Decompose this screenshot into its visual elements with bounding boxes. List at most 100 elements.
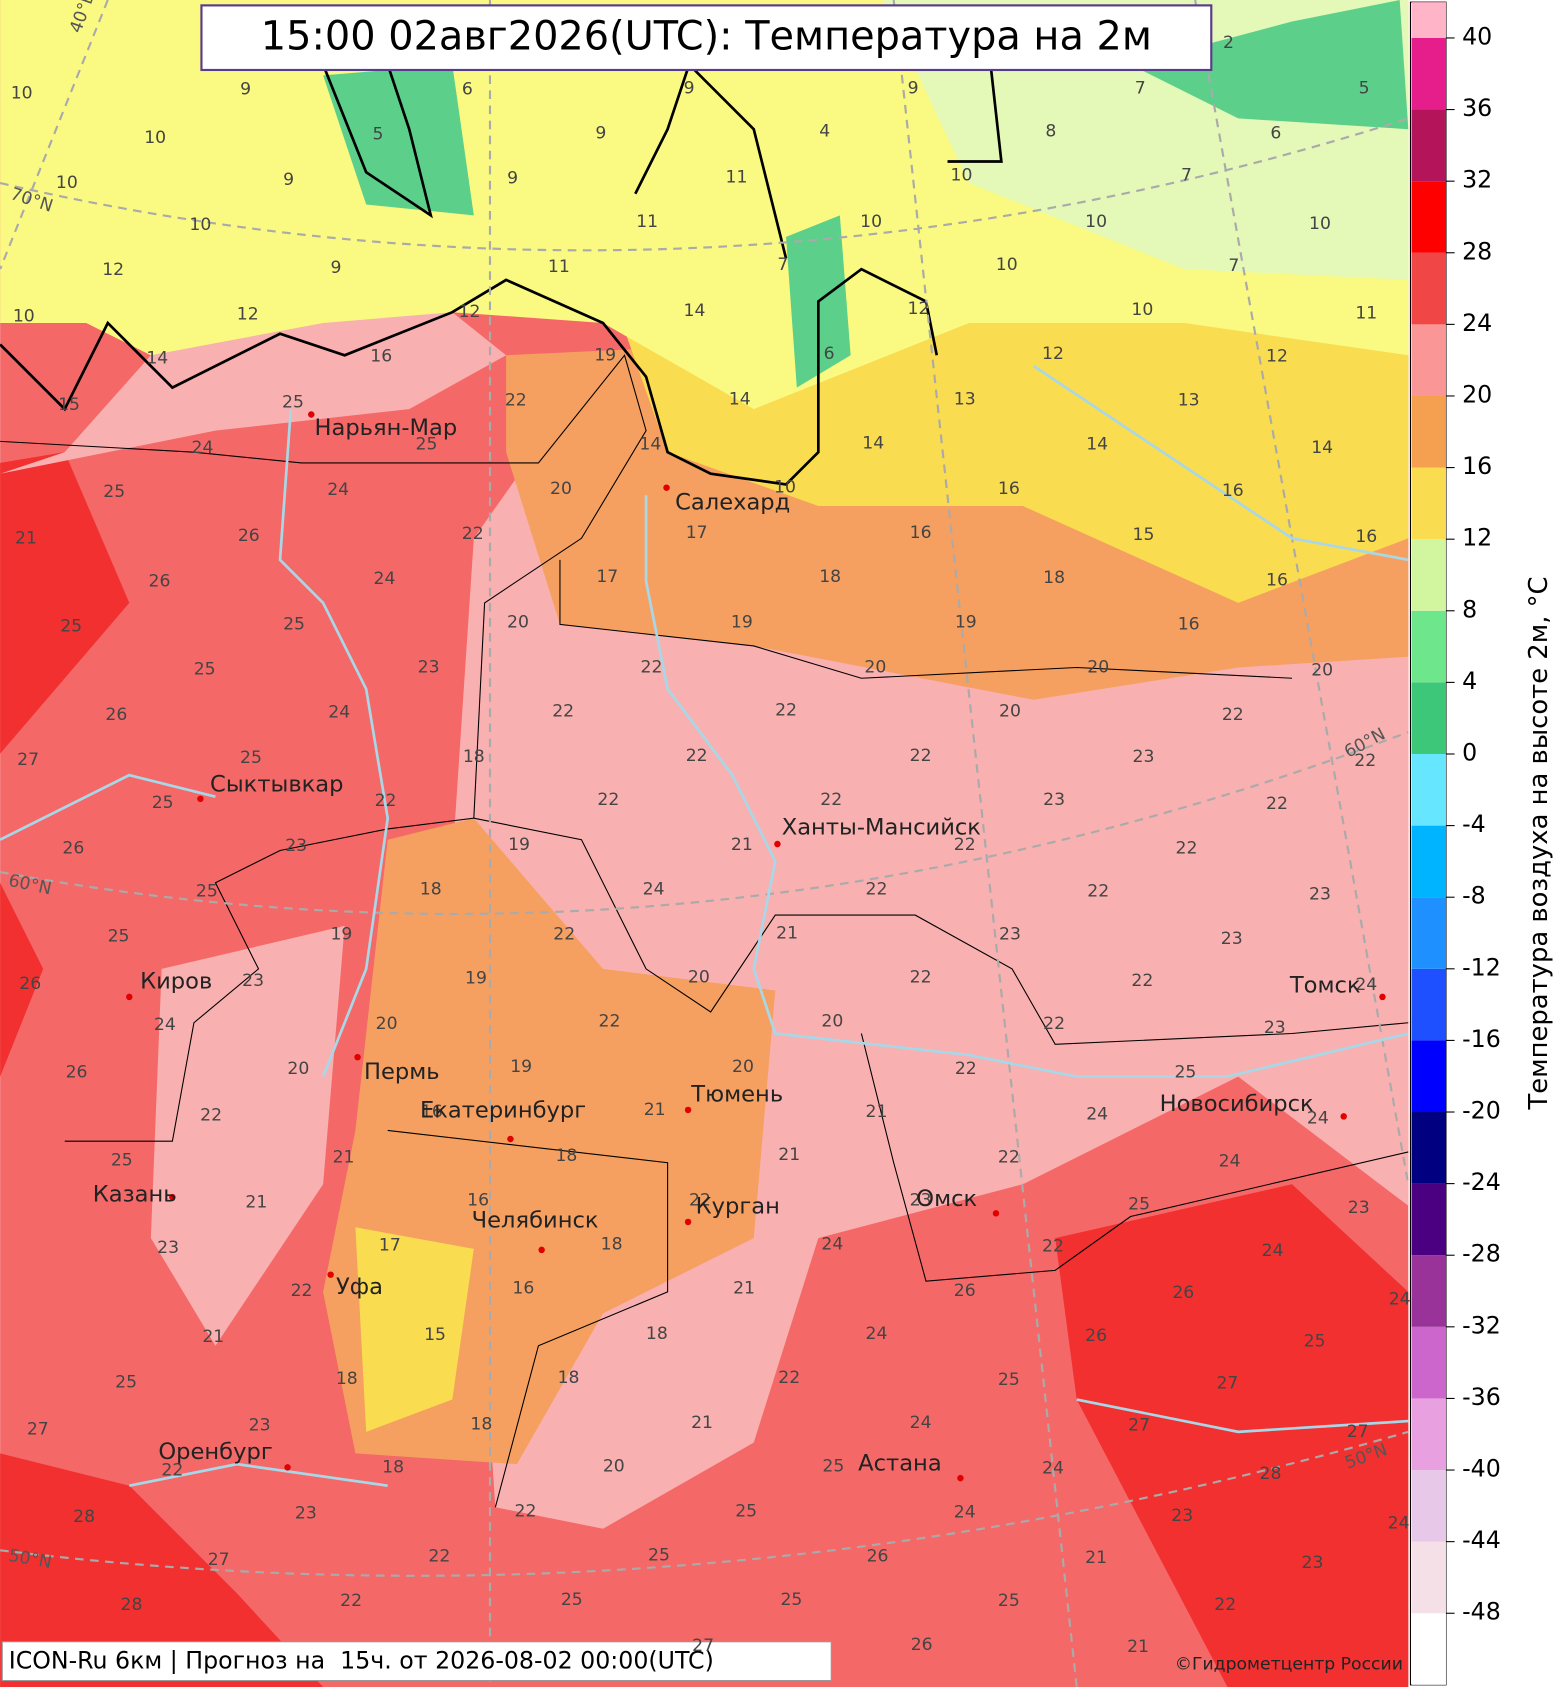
colorbar-tick-label: -20 <box>1462 1097 1501 1125</box>
temperature-label: 18 <box>420 879 442 899</box>
temperature-label: 9 <box>507 169 518 189</box>
colorbar-segment <box>1411 682 1446 754</box>
temperature-label: 21 <box>691 1413 713 1433</box>
temperature-label: 5 <box>373 125 384 145</box>
city-label: Пермь <box>364 1059 440 1085</box>
temperature-label: 22 <box>1214 1595 1236 1615</box>
temperature-label: 21 <box>778 1145 800 1165</box>
temperature-label: 24 <box>328 703 350 723</box>
city-label: Новосибирск <box>1160 1091 1314 1117</box>
city-dot <box>684 1106 692 1114</box>
temperature-label: 7 <box>1181 165 1192 185</box>
temperature-label: 2 <box>1223 33 1234 53</box>
temperature-label: 23 <box>1221 929 1243 949</box>
temperature-label: 25 <box>780 1590 802 1610</box>
temperature-label: 25 <box>103 482 125 502</box>
colorbar-tick-label: -32 <box>1462 1311 1501 1339</box>
temperature-label: 16 <box>1355 527 1377 547</box>
temperature-label: 24 <box>821 1235 843 1255</box>
temperature-label: 10 <box>860 212 882 232</box>
temperature-label: 9 <box>908 78 919 98</box>
temperature-label: 26 <box>105 705 127 725</box>
temperature-label: 16 <box>512 1279 534 1299</box>
city-dot <box>327 1271 334 1278</box>
temperature-label: 16 <box>421 1102 443 1122</box>
temperature-label: 25 <box>1174 1062 1196 1082</box>
temperature-label: 25 <box>282 393 304 413</box>
temperature-label: 22 <box>910 746 932 766</box>
city-label: Уфа <box>336 1274 383 1300</box>
colorbar-segment <box>1411 897 1446 969</box>
temperature-label: 7 <box>1228 256 1239 276</box>
temperature-label: 21 <box>202 1327 224 1347</box>
temperature-label: 25 <box>108 927 130 947</box>
temperature-label: 7 <box>777 255 788 275</box>
temperature-label: 22 <box>515 1502 537 1522</box>
temperature-label: 22 <box>866 879 888 899</box>
temperature-label: 21 <box>644 1100 666 1120</box>
temperature-label: 12 <box>1266 346 1288 366</box>
temperature-label: 10 <box>13 307 35 327</box>
temperature-label: 9 <box>331 258 342 278</box>
title-box <box>200 4 1213 72</box>
temperature-label: 10 <box>1309 214 1331 234</box>
temperature-label: 6 <box>462 79 473 99</box>
temperature-label: 24 <box>910 1413 932 1433</box>
temperature-label: 12 <box>102 260 124 280</box>
temperature-label: 20 <box>287 1059 309 1079</box>
temperature-label: 22 <box>686 746 708 766</box>
temperature-label: 23 <box>1043 790 1065 810</box>
colorbar-segment <box>1411 324 1446 396</box>
temperature-label: 22 <box>1087 881 1109 901</box>
temperature-label: 23 <box>910 1190 932 1210</box>
temperature-label: 25 <box>998 1591 1020 1611</box>
temperature-label: 18 <box>463 747 485 767</box>
temperature-label: 24 <box>327 480 349 500</box>
temperature-label: 22 <box>553 924 575 944</box>
temperature-label: 12 <box>907 299 929 319</box>
temperature-label: 24 <box>1042 1458 1064 1478</box>
temperature-label: 22 <box>599 1012 621 1032</box>
temperature-label: 20 <box>999 702 1021 722</box>
temperature-label: 21 <box>1127 1637 1149 1657</box>
colorbar-tick-label: -36 <box>1462 1383 1501 1411</box>
city-dot <box>126 993 133 1001</box>
temperature-label: 22 <box>1266 794 1288 814</box>
borders <box>0 354 1409 1508</box>
colorbar-segment <box>1411 539 1446 611</box>
temperature-label: 22 <box>1131 971 1153 991</box>
colorbar-segment <box>1411 181 1446 253</box>
city-label: Томск <box>1289 973 1361 999</box>
colorbar-tick-label: 0 <box>1462 738 1477 766</box>
temperature-label: 23 <box>242 971 264 991</box>
temperature-label: 10 <box>56 173 78 193</box>
colorbar-tick-label: 12 <box>1462 524 1492 552</box>
colorbar-segment <box>1411 109 1446 182</box>
colorbar-segment <box>1411 1470 1446 1542</box>
temperature-label: 25 <box>822 1456 844 1476</box>
temperature-label: 22 <box>1043 1014 1065 1034</box>
city-dot <box>507 1135 514 1143</box>
city-label: Оренбург <box>158 1439 272 1465</box>
temperature-label: 24 <box>1219 1152 1241 1172</box>
city-dot <box>538 1246 545 1254</box>
temperature-label: 28 <box>1260 1464 1282 1484</box>
temperature-label: 24 <box>374 569 396 589</box>
temperature-label: 22 <box>998 1147 1020 1167</box>
city-label: Курган <box>696 1193 780 1219</box>
temperature-label: 12 <box>459 302 481 322</box>
temperature-label: 24 <box>1262 1241 1284 1261</box>
colorbar-segment <box>1411 395 1446 468</box>
temperature-label: 26 <box>1172 1283 1194 1303</box>
temperature-label: 9 <box>283 170 294 190</box>
temperature-label: 22 <box>161 1461 183 1481</box>
credit: ©Гидрометцентр России <box>1175 1654 1403 1674</box>
city-label: Екатеринбург <box>420 1098 586 1124</box>
temperature-label: 7 <box>1135 78 1146 98</box>
temperature-label: 23 <box>999 924 1021 944</box>
temperature-label: 24 <box>1307 1109 1329 1129</box>
temperature-label: 25 <box>735 1502 757 1522</box>
temperature-label: 22 <box>340 1591 362 1611</box>
temperature-label: 22 <box>505 390 527 410</box>
